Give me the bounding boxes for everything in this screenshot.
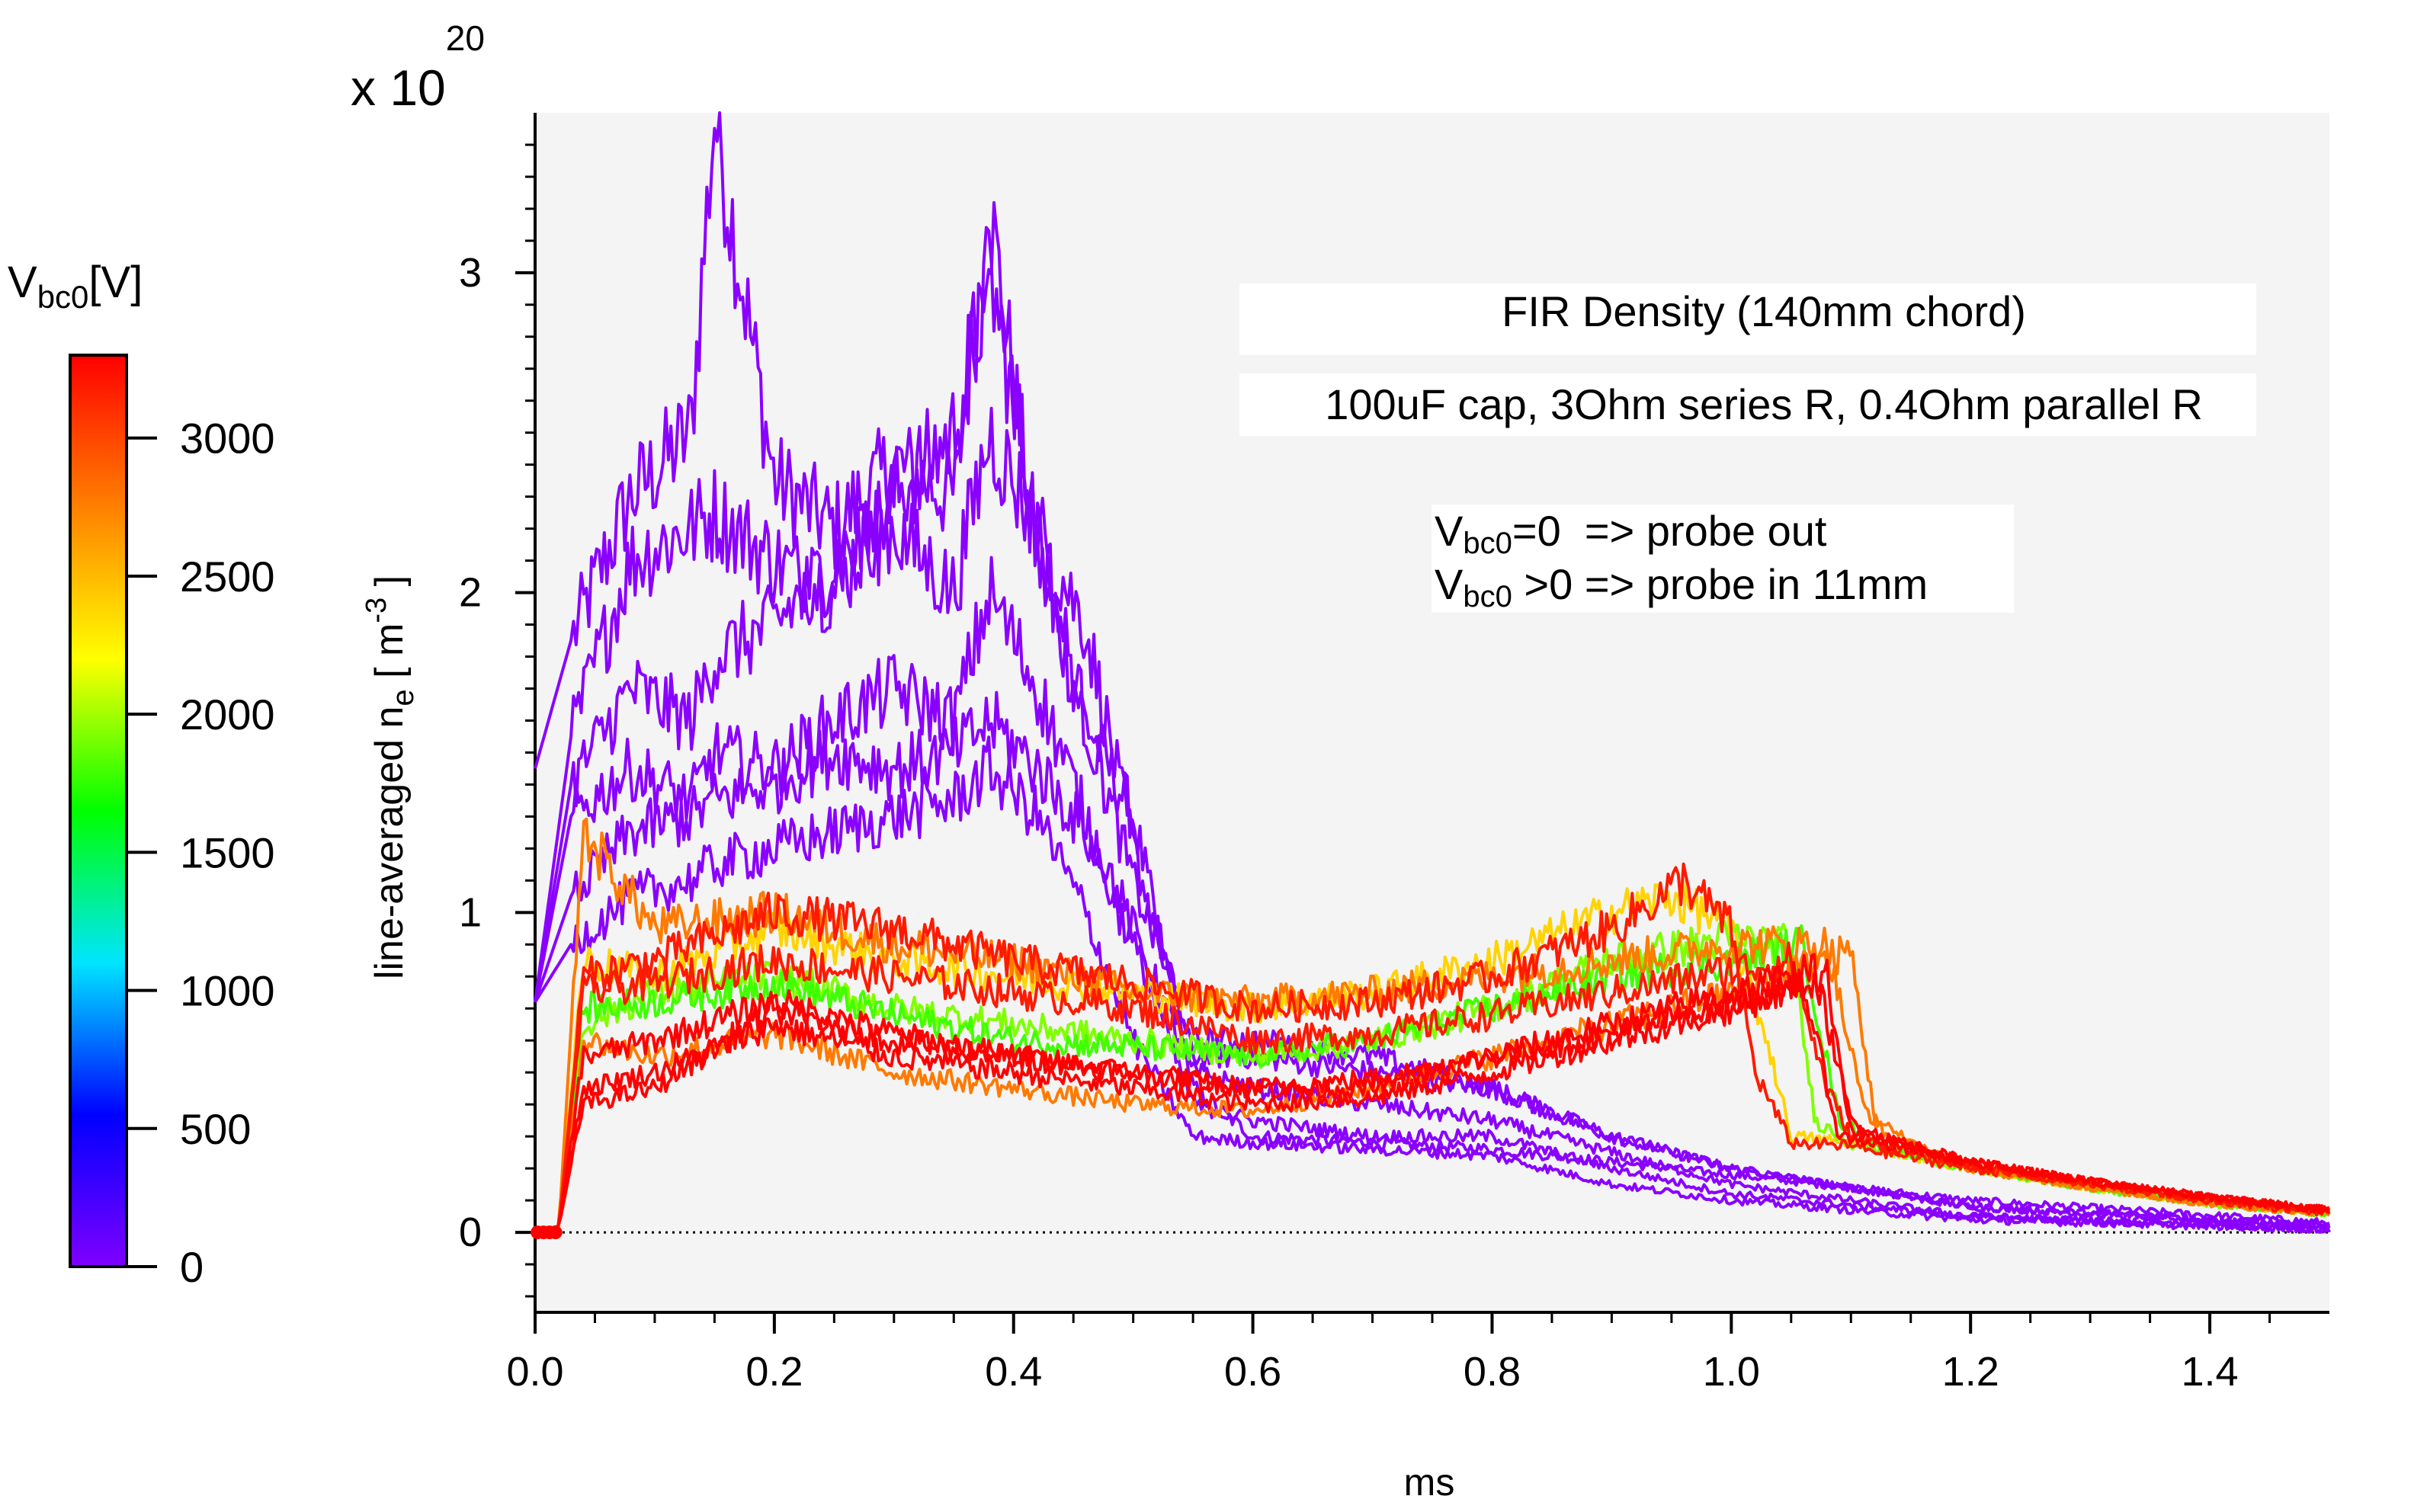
x-tick-label: 1.0 — [1703, 1349, 1760, 1395]
y-axis: 0 1 2 3 — [459, 113, 537, 1312]
probe-note-box — [1432, 505, 2014, 613]
x-tick-label: 0.8 — [1464, 1349, 1521, 1395]
origin-marker — [548, 1225, 563, 1240]
x-axis: 0.0 0.2 0.4 0.6 0.8 1.0 1.2 1.4 — [506, 1311, 2329, 1395]
colorbar-tick-label: 1000 — [180, 967, 275, 1015]
series-line-15 — [534, 970, 2330, 1235]
y-tick-label: 2 — [459, 570, 482, 616]
colorbar-label-unit: [V] — [88, 258, 143, 307]
note1-sub: bc0 — [1463, 527, 1512, 560]
series-line-4 — [534, 690, 2330, 1234]
series-layer — [531, 111, 2331, 1240]
colorbar-tick-label: 3000 — [180, 415, 275, 463]
colorbar: 0 500 1000 1500 2000 2500 3000 — [69, 354, 275, 1291]
note2-sub: bc0 — [1463, 580, 1512, 613]
series-line-14 — [534, 958, 2330, 1235]
x-tick-label: 1.2 — [1942, 1349, 1999, 1395]
x-tick-label: 1.4 — [2182, 1349, 2239, 1395]
y-label-suffix: ] — [367, 575, 412, 597]
y-tick-label: 0 — [459, 1209, 482, 1255]
y-multiplier-exp: 20 — [446, 18, 485, 58]
series-line-2 — [534, 406, 2330, 1230]
x-tick-label: 0.0 — [506, 1349, 563, 1395]
chart-title: FIR Density (140mm chord) — [1502, 287, 2026, 335]
x-tick-label: 0.2 — [745, 1349, 803, 1395]
y-tick-label: 3 — [459, 250, 482, 296]
note2-symbol: V — [1435, 560, 1464, 608]
y-label-prefix: line-averaged n — [367, 706, 412, 979]
x-axis-label: ms — [1404, 1461, 1455, 1504]
colorbar-tick-label: 500 — [180, 1105, 251, 1153]
colorbar-label: Vbc0[V] — [8, 258, 143, 315]
colorbar-label-symbol: V — [8, 258, 37, 307]
colorbar-tick-label: 0 — [180, 1243, 204, 1291]
x-tick-label: 0.4 — [985, 1349, 1042, 1395]
note1-text: =0 => probe out — [1512, 507, 1827, 555]
circuit-box — [1239, 373, 2256, 436]
colorbar-label-sub: bc0 — [37, 279, 89, 315]
series-line-0 — [534, 111, 2331, 1228]
y-label-sup: -3 — [361, 597, 393, 623]
probe-note-1: Vbc0=0 => probe out — [1435, 507, 1827, 560]
y-label-mid: [ m — [367, 623, 412, 690]
note1-symbol: V — [1435, 507, 1464, 555]
y-label-sub: e — [386, 689, 420, 706]
x-tick-label: 0.6 — [1224, 1349, 1281, 1395]
note2-text: >0 => probe in 11mm — [1512, 560, 1928, 608]
y-axis-label: line-averaged ne [ m-3 ] — [361, 575, 420, 979]
colorbar-tick-label: 1500 — [180, 828, 275, 876]
series-line-11 — [534, 862, 2331, 1235]
circuit-annotation: 100uF cap, 3Ohm series R, 0.4Ohm paralle… — [1325, 380, 2203, 428]
colorbar-tick-label: 2000 — [180, 690, 275, 738]
title-box — [1239, 284, 2256, 355]
probe-note-2: Vbc0 >0 => probe in 11mm — [1435, 560, 1928, 613]
colorbar-gradient — [69, 354, 128, 1268]
colorbar-tick-label: 2500 — [180, 553, 275, 601]
series-line-5 — [534, 735, 2331, 1234]
y-multiplier: x 1020 — [351, 18, 485, 116]
y-tick-label: 1 — [459, 889, 482, 935]
y-multiplier-base: x 10 — [351, 59, 446, 116]
